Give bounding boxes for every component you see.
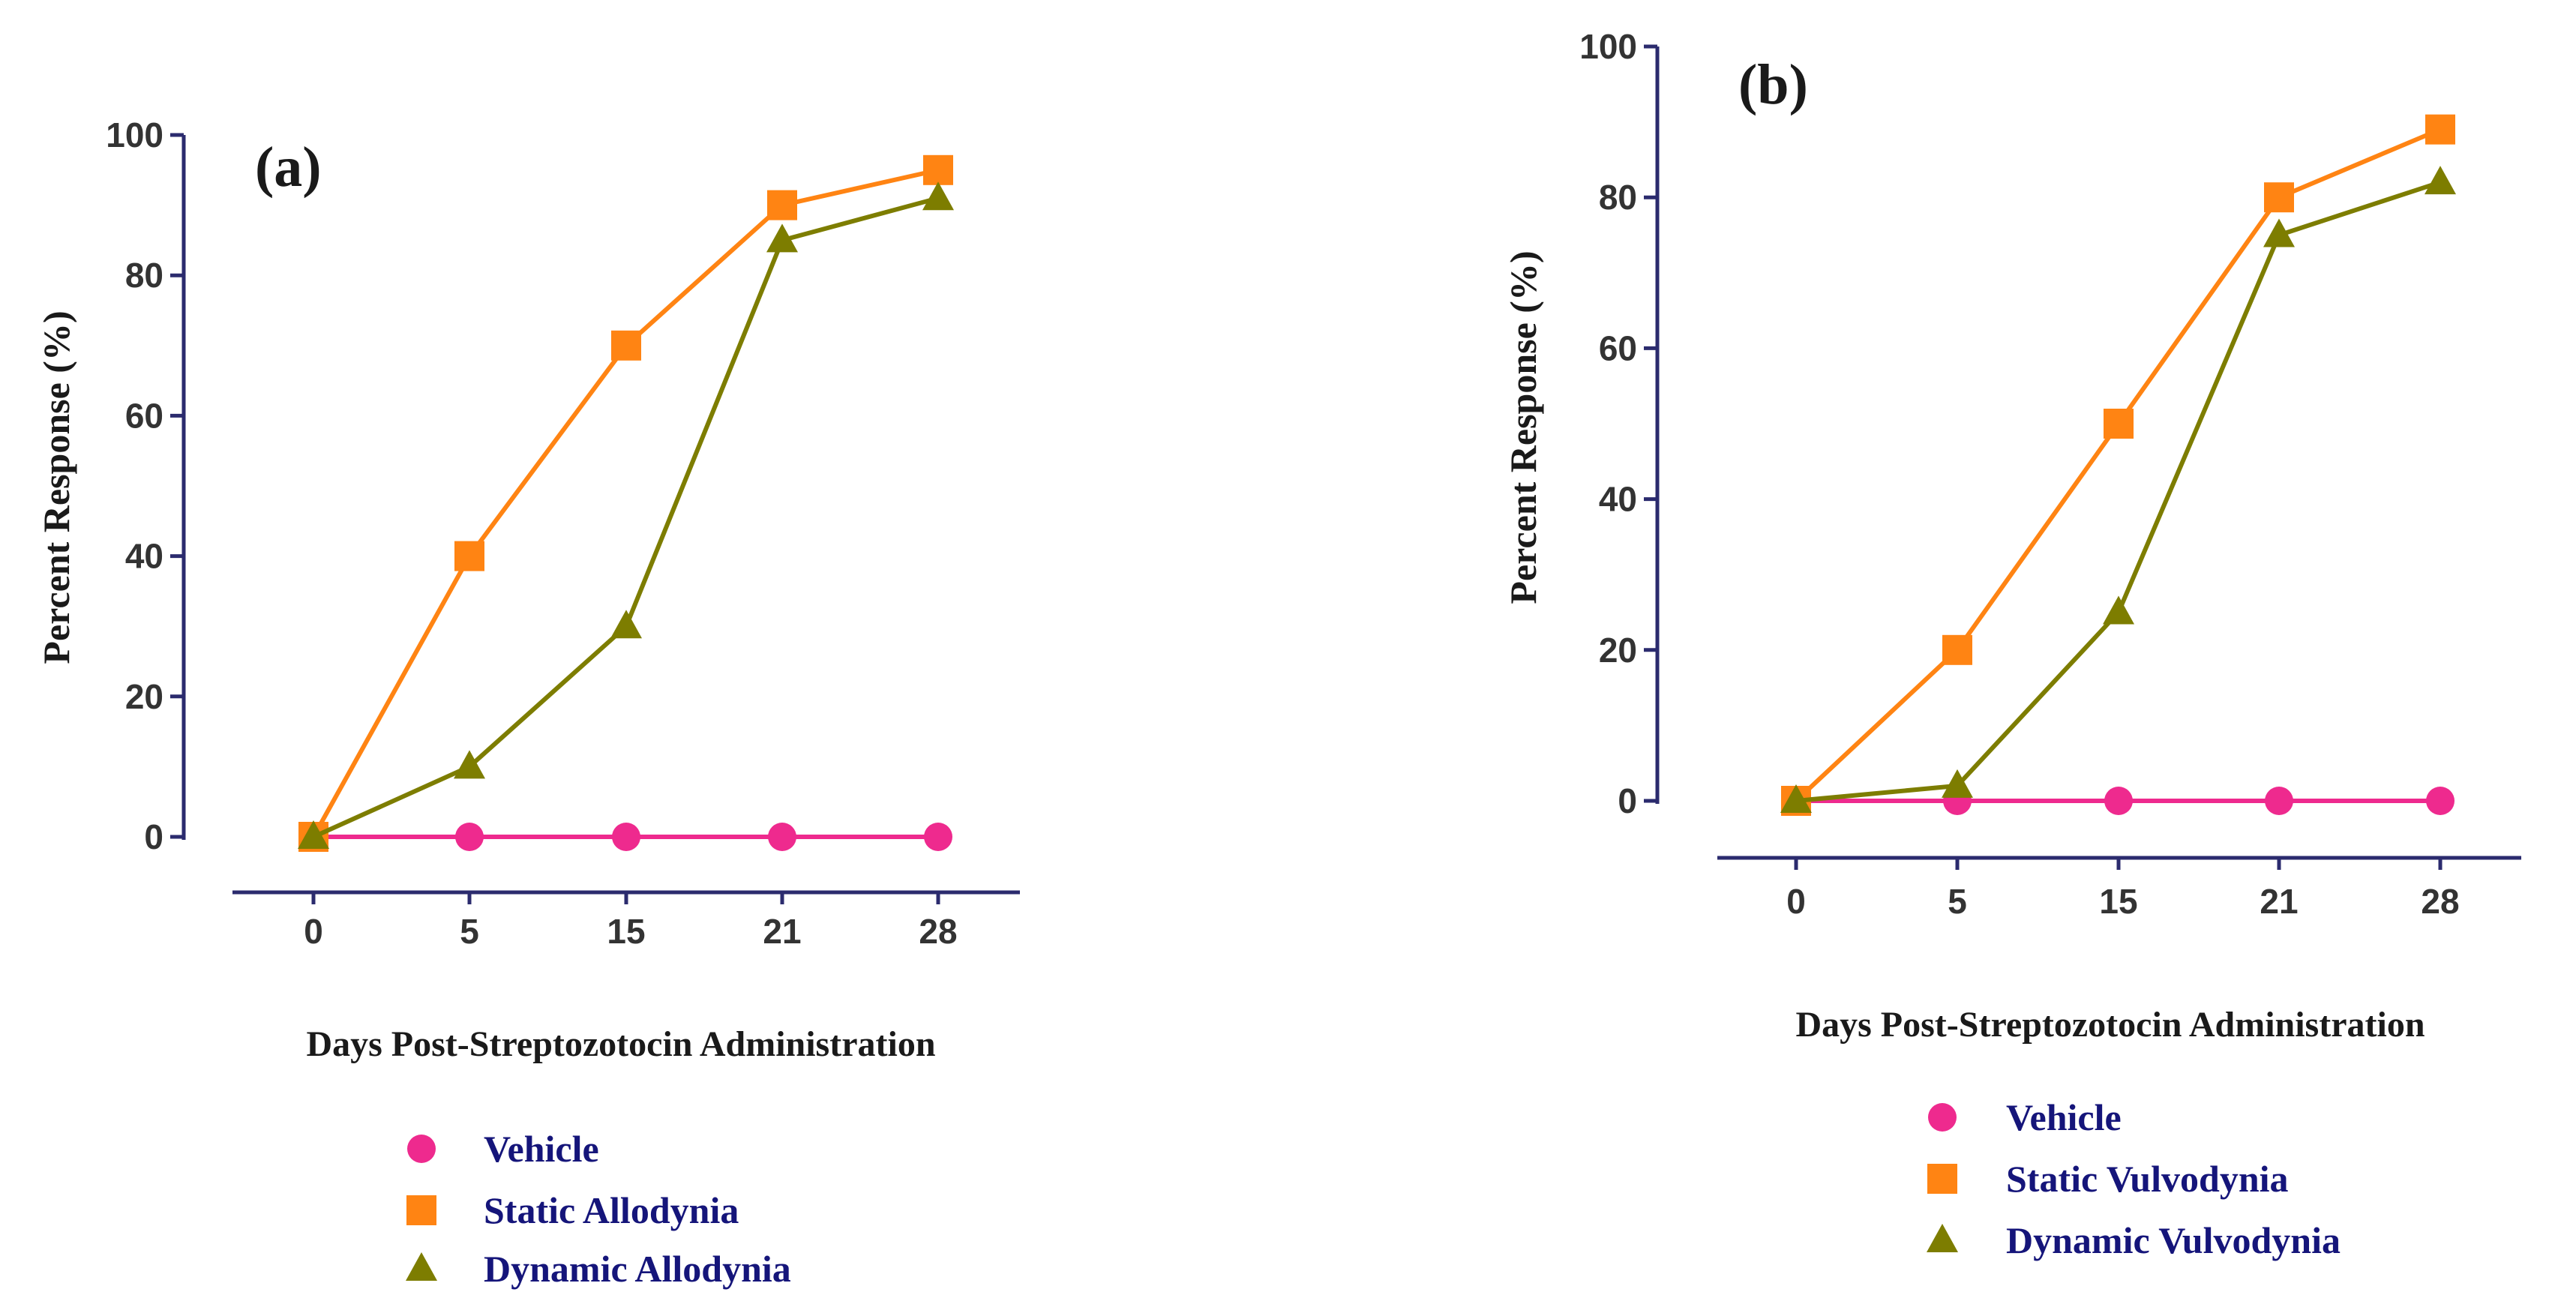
data-point-triangle: [922, 181, 954, 211]
series-1-b: [1781, 114, 2455, 816]
x-tick-label: 21: [763, 912, 801, 951]
data-point-square: [2264, 182, 2294, 213]
x-tick-label: 28: [2421, 882, 2459, 921]
series-1-a: [298, 154, 953, 852]
legend-marker-square: [406, 1195, 436, 1225]
legend-label: Static Allodynia: [484, 1189, 739, 1231]
x-axis-label-a: Days Post-Streptozotocin Administration: [306, 1024, 935, 1064]
data-point-square: [2425, 114, 2455, 145]
x-tick-label: 5: [460, 912, 479, 951]
y-tick-label: 80: [125, 256, 163, 295]
x-tick-label: 28: [919, 912, 957, 951]
y-ticks-b: 0 20 40 60 80 100: [1579, 27, 1657, 820]
y-tick-label: 100: [106, 115, 163, 154]
series-line: [1794, 127, 2442, 803]
data-point-triangle: [2263, 218, 2295, 247]
legend-label: Vehicle: [484, 1128, 599, 1170]
series-line: [312, 196, 939, 839]
y-tick-label: 80: [1599, 178, 1637, 217]
chart-panel-a: (a) Percent Response (%) 0 20 40 60 80 100 0 5…: [35, 115, 1020, 1290]
x-tick-label: 15: [607, 912, 645, 951]
x-ticks-b: 0 5 15 21 28: [1786, 858, 2460, 921]
legend-label: Dynamic Vulvodynia: [2006, 1219, 2341, 1261]
data-point-triangle: [298, 820, 329, 849]
data-point-circle: [612, 823, 640, 851]
series-layer-b: [1780, 114, 2456, 816]
y-tick-label: 60: [125, 396, 163, 435]
y-tick-label: 60: [1599, 328, 1637, 367]
x-tick-label: 0: [304, 912, 323, 951]
panel-label-a: (a): [255, 136, 322, 199]
data-point-circle: [2104, 787, 2133, 815]
data-point-circle: [768, 823, 796, 851]
data-point-square: [767, 190, 797, 220]
data-point-triangle: [610, 610, 642, 639]
data-point-square: [2104, 409, 2134, 439]
data-point-triangle: [1942, 769, 1973, 798]
series-2-b: [1780, 166, 2456, 813]
data-point-triangle: [766, 223, 798, 253]
chart-panel-b: (b) Percent Response (%) 0 20 40 60 80 100 0 5…: [1502, 27, 2521, 1261]
x-axis-label-b: Days Post-Streptozotocin Administration: [1795, 1005, 2425, 1045]
legend-marker-circle: [1928, 1103, 1957, 1132]
y-tick-label: 20: [125, 677, 163, 716]
y-tick-label: 40: [125, 537, 163, 576]
legend-b: Vehicle Static Vulvodynia Dynamic Vulvodyn…: [1927, 1096, 2341, 1261]
data-point-circle: [924, 823, 952, 851]
data-point-square: [923, 154, 953, 185]
data-point-circle: [2265, 787, 2293, 815]
panel-label-b: (b): [1738, 53, 1808, 116]
data-point-square: [611, 330, 641, 361]
y-tick-label: 40: [1599, 480, 1637, 519]
y-tick-label: 100: [1579, 27, 1637, 66]
data-point-triangle: [2425, 166, 2456, 195]
data-point-square: [1942, 634, 1972, 665]
series-line: [311, 167, 939, 838]
y-tick-label: 0: [144, 817, 163, 856]
data-point-triangle: [2103, 595, 2134, 625]
x-ticks-a: 0 5 15 21 28: [304, 892, 958, 951]
x-tick-label: 5: [1948, 882, 1967, 921]
series-0-a: [299, 823, 952, 851]
y-tick-label: 20: [1599, 631, 1637, 670]
data-point-circle: [2426, 787, 2455, 815]
y-ticks-a: 0 20 40 60 80 100: [106, 115, 184, 856]
y-axis-label-a: Percent Response (%): [35, 310, 77, 664]
legend-marker-triangle: [406, 1252, 437, 1281]
series-2-a: [298, 181, 954, 849]
x-tick-label: 21: [2260, 882, 2298, 921]
series-layer-a: [298, 154, 954, 852]
data-point-square: [454, 541, 484, 571]
data-point-triangle: [454, 750, 485, 779]
legend-marker-square: [1927, 1164, 1957, 1194]
legend-label: Static Vulvodynia: [2006, 1158, 2289, 1200]
x-tick-label: 0: [1786, 882, 1806, 921]
legend-a: Vehicle Static Allodynia Dynamic Allodynia: [406, 1128, 791, 1290]
legend-marker-triangle: [1927, 1224, 1958, 1252]
legend-label: Dynamic Allodynia: [484, 1248, 791, 1290]
y-axis-label-b: Percent Response (%): [1502, 250, 1544, 604]
y-tick-label: 0: [1618, 781, 1637, 820]
x-tick-label: 15: [2099, 882, 2137, 921]
legend-marker-circle: [407, 1135, 436, 1163]
legend-label: Vehicle: [2006, 1096, 2122, 1138]
data-point-circle: [455, 823, 484, 851]
data-point-triangle: [1780, 784, 1812, 813]
